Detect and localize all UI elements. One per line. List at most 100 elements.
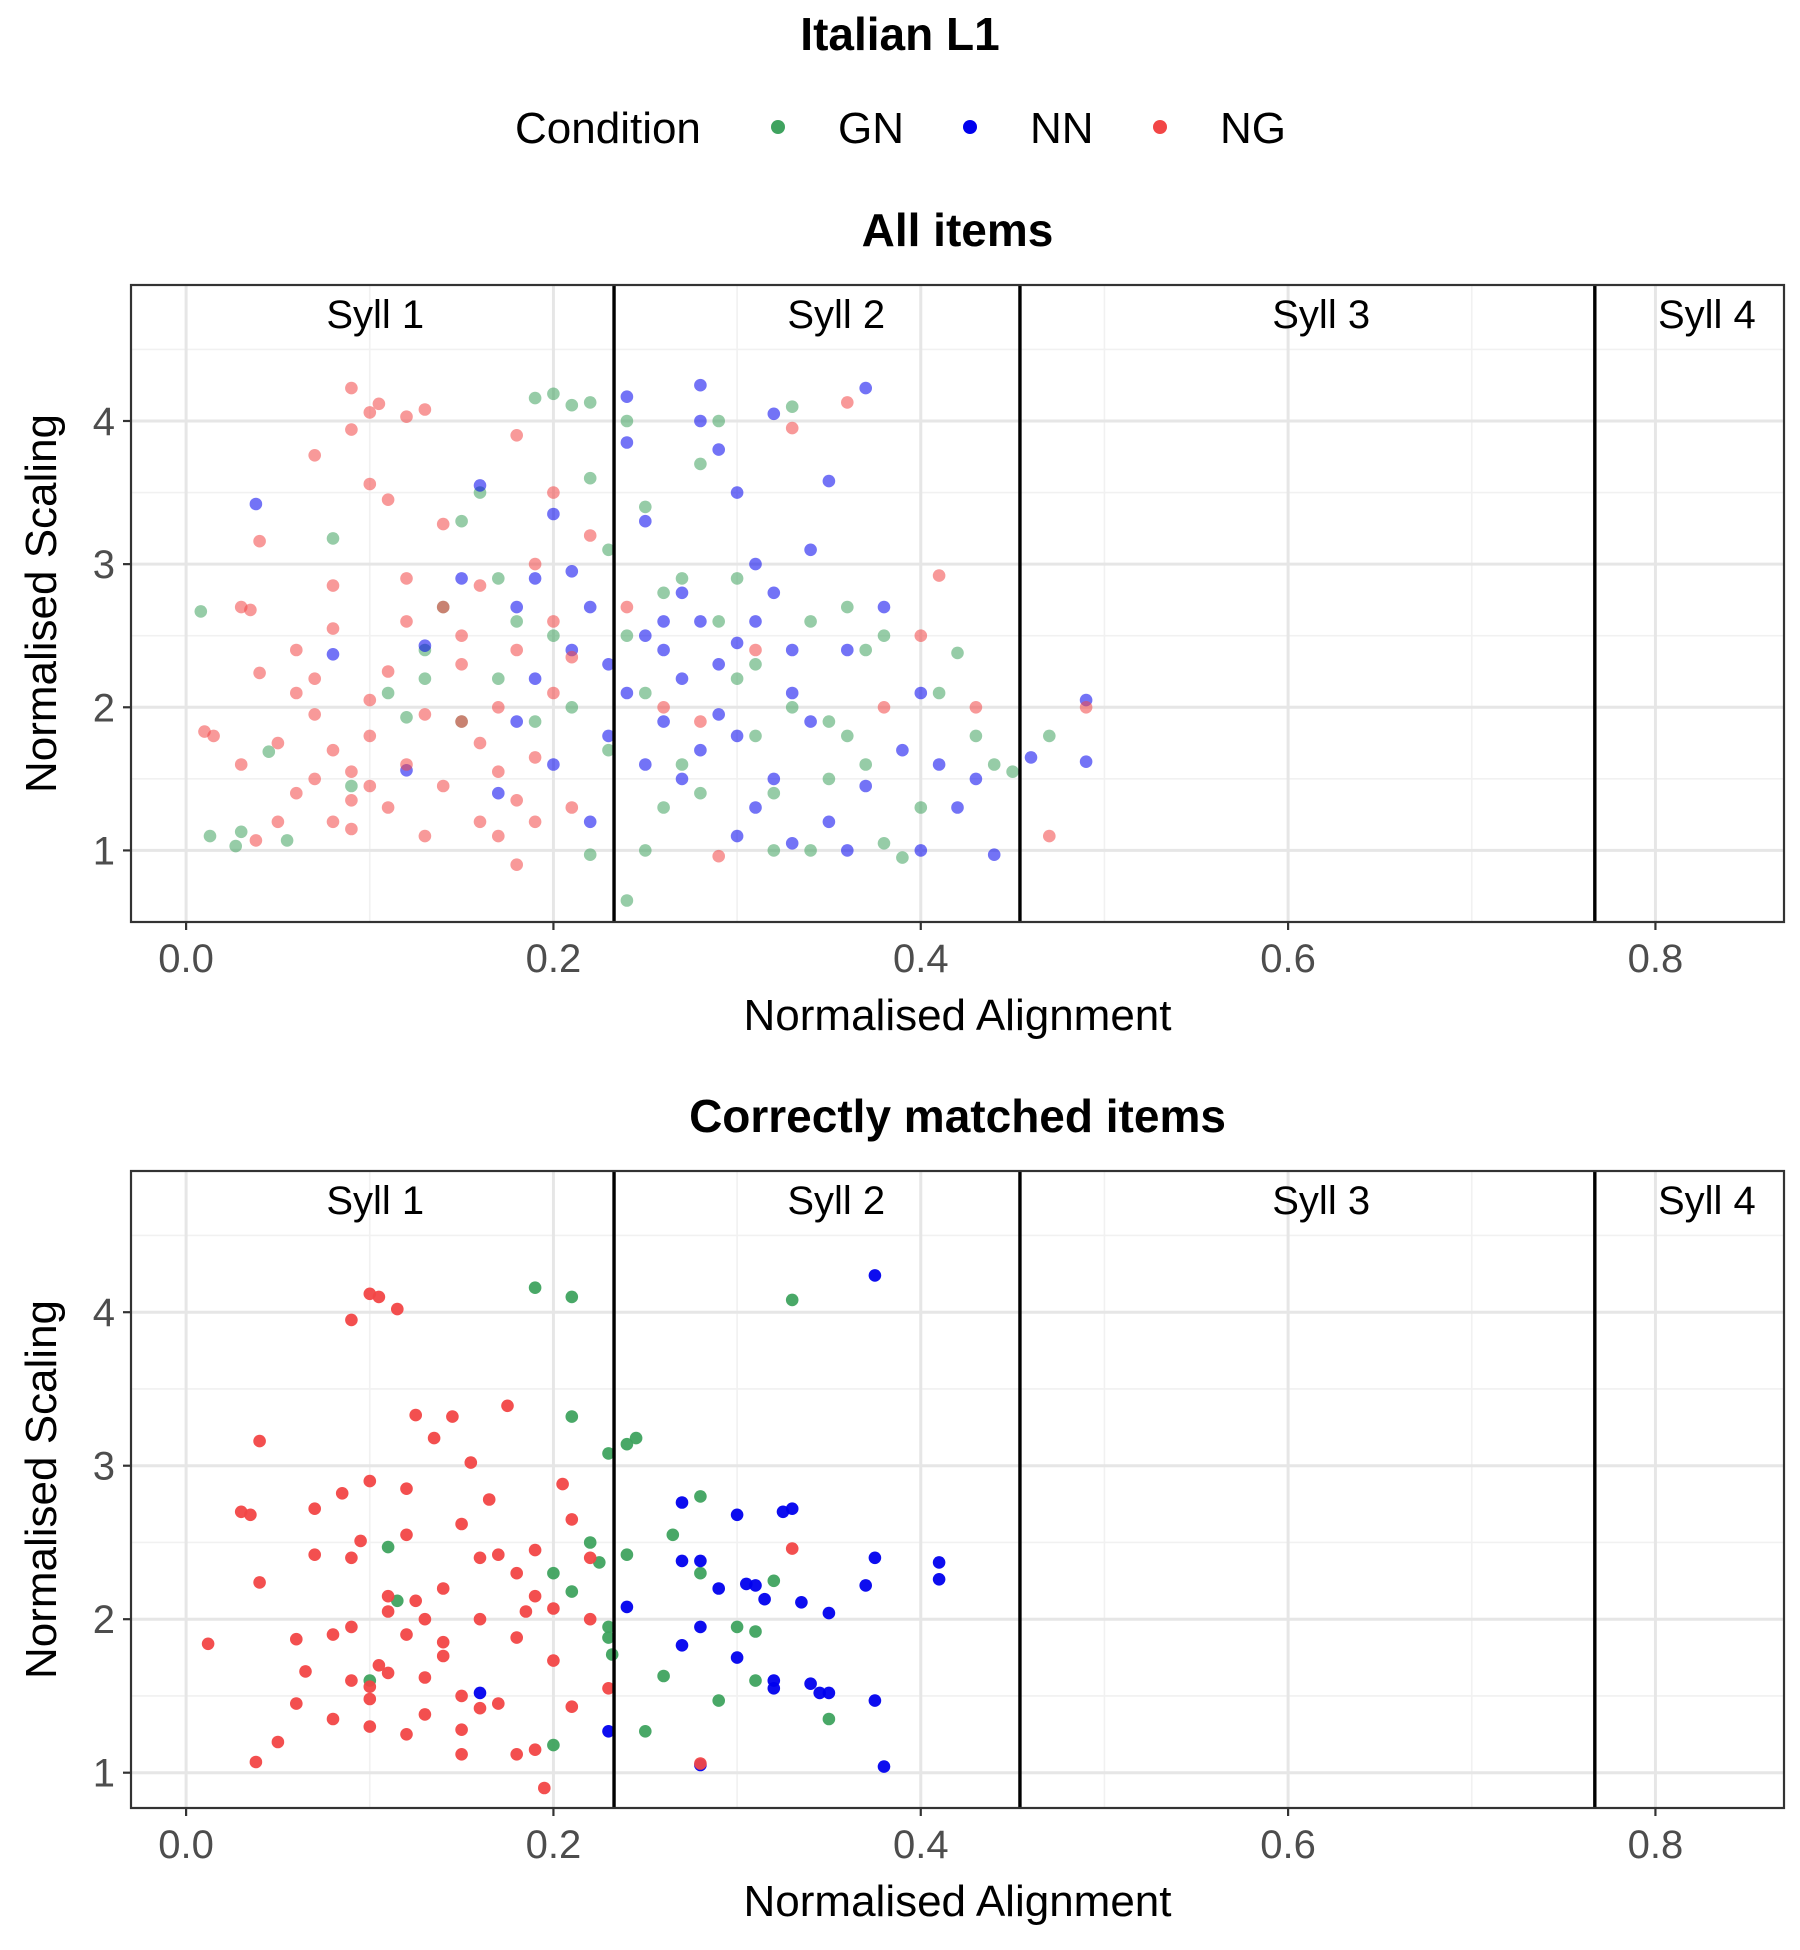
panel1-point-gn — [620, 894, 634, 907]
panel1-point-nn — [914, 844, 928, 857]
panel1-point-ng — [308, 772, 322, 786]
panel1-point-ng — [381, 801, 395, 814]
panel1-point-gn — [280, 834, 294, 847]
panel1-point-nn — [730, 829, 744, 843]
panel2-point-ng — [308, 1548, 322, 1561]
panel1-point-gn — [1043, 729, 1056, 743]
panel1-point-ng — [308, 672, 322, 685]
panel2-point-ng — [345, 1551, 358, 1565]
panel2-point-ng — [345, 1620, 358, 1634]
panel1-point-ng — [841, 396, 854, 409]
panel2-point-ng — [253, 1434, 266, 1448]
panel2-point-ng — [363, 1692, 377, 1706]
panel2-point-ng — [583, 1612, 597, 1626]
panel1-point-gn — [896, 851, 909, 864]
panel1-point-gn — [822, 715, 836, 728]
panel2-point-ng — [354, 1534, 367, 1548]
panel1-series-gn — [194, 387, 1056, 907]
panel1-syllable-label: Syll 3 — [1272, 293, 1370, 337]
panel2-point-gn — [528, 1281, 542, 1294]
panel2-point-ng — [528, 1743, 542, 1756]
panel2-point-gn — [666, 1528, 680, 1542]
panel2-xtick-label: 0.0 — [158, 1823, 214, 1867]
panel1-point-ng — [326, 579, 340, 592]
panel1-point-nn — [473, 479, 487, 492]
panel1-point-ng — [326, 743, 340, 757]
panel1-point-ng — [253, 666, 266, 680]
panel2-point-gn — [620, 1548, 634, 1561]
panel1-point-ng — [381, 493, 395, 507]
panel1-point-nn — [712, 658, 725, 671]
panel2-major-grid — [131, 1171, 1784, 1808]
panel2-minor-grid — [131, 1171, 1784, 1808]
panel2-point-ng — [345, 1674, 358, 1687]
panel2-point-ng — [446, 1410, 459, 1423]
panel1-point-ng — [455, 629, 468, 642]
panel2-point-nn — [804, 1677, 817, 1690]
panel2-point-ng — [290, 1632, 303, 1646]
panel1-point-nn — [326, 648, 340, 661]
panel1-point-nn — [841, 844, 854, 857]
panel1-point-ng — [234, 758, 248, 771]
panel2-point-ng — [455, 1748, 468, 1761]
panel2-point-ng — [583, 1551, 597, 1565]
panel2-point-gn — [583, 1536, 597, 1549]
panel1-point-ng — [492, 829, 505, 843]
panel1-point-ng — [436, 779, 450, 793]
panel2-point-nn — [868, 1694, 882, 1707]
panel1-point-nn — [694, 378, 707, 392]
panel1-point-nn — [620, 436, 634, 449]
panel2-point-nn — [932, 1556, 946, 1569]
panel1-point-nn — [602, 658, 615, 671]
panel1-point-ng — [1043, 829, 1056, 843]
panel1-xtick-label: 0.6 — [1260, 937, 1316, 981]
panel1-point-ng — [290, 643, 303, 657]
panel1-point-ng — [244, 603, 257, 617]
panel1-point-gn — [859, 643, 872, 657]
panel2-point-gn — [749, 1625, 762, 1638]
panel2-syllable-label: Syll 1 — [326, 1179, 424, 1223]
panel1-point-nn — [639, 514, 652, 528]
panel1-syllable-label: Syll 2 — [787, 293, 885, 337]
panel1-point-nn — [675, 586, 689, 600]
panel2-point-gn — [639, 1725, 652, 1738]
panel2-point-gn — [602, 1447, 615, 1460]
panel1-point-ng — [207, 729, 220, 743]
panel1-point-ng — [547, 615, 560, 628]
panel1-ytick-label: 3 — [93, 543, 115, 587]
panel2-point-ng — [290, 1697, 303, 1710]
legend-key-nn — [963, 120, 977, 134]
panel1-point-ng — [418, 708, 432, 721]
panel1-point-gn — [969, 729, 983, 743]
panel2-point-ng — [436, 1635, 450, 1649]
panel1-point-nn — [749, 557, 762, 571]
panel2-point-ng — [335, 1487, 349, 1500]
panel2-point-ng — [547, 1602, 560, 1615]
panel2-point-nn — [675, 1554, 689, 1568]
panel1-point-ng — [363, 779, 377, 793]
panel2-point-ng — [363, 1680, 377, 1693]
panel1-point-nn — [859, 779, 872, 793]
panel2-syllable-label: Syll 2 — [787, 1179, 885, 1223]
panel1-xtick-label: 0.2 — [526, 937, 582, 981]
panel2-point-nn — [785, 1502, 799, 1515]
panel2-point-gn — [767, 1574, 781, 1588]
panel1-point-gn — [528, 715, 542, 728]
panel1-point-gn — [1006, 765, 1019, 778]
panel2-point-ng — [501, 1399, 514, 1413]
panel1-point-nn — [547, 758, 560, 771]
panel1-point-nn — [528, 572, 542, 585]
panel1-point-ng — [363, 406, 377, 419]
panel1-point-nn — [510, 600, 523, 614]
panel1-point-ng — [510, 429, 523, 442]
panel1-point-nn — [510, 715, 523, 728]
panel1-point-gn — [400, 711, 413, 724]
panel1-point-ng — [712, 849, 725, 863]
panel1-point-gn — [565, 398, 579, 412]
panel1-point-gn — [749, 729, 762, 743]
panel1-point-ng — [400, 410, 413, 424]
legend-key-gn — [771, 120, 785, 134]
panel2-point-nn — [932, 1573, 946, 1586]
panel2-point-nn — [767, 1682, 781, 1695]
